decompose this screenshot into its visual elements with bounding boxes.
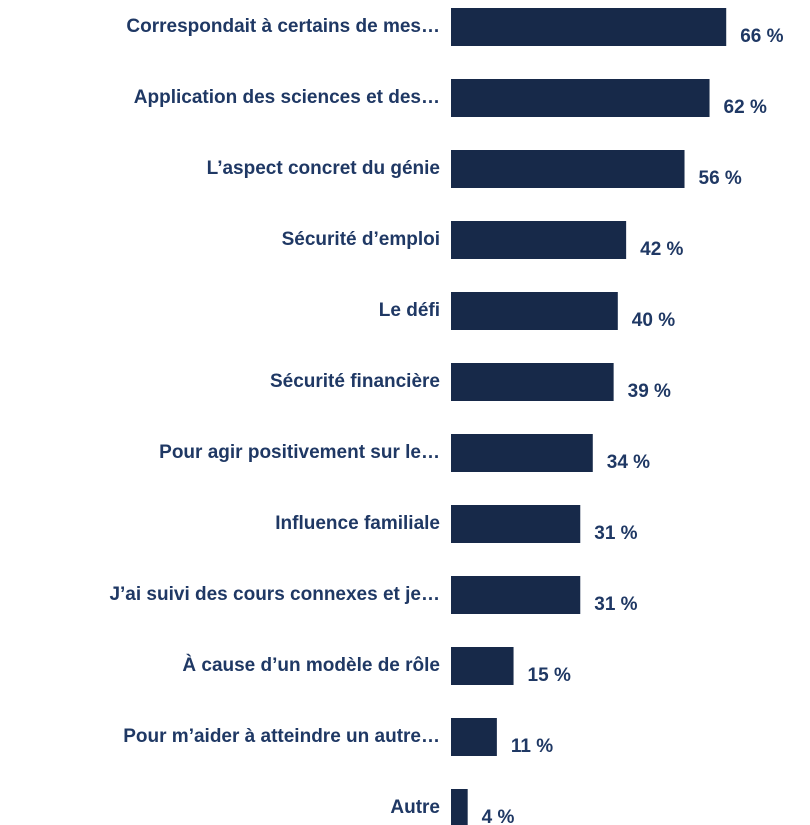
category-label: Sécurité financière	[270, 371, 440, 392]
category-label: Sécurité d’emploi	[282, 229, 440, 250]
category-label: Autre	[390, 797, 440, 818]
category-label: Application des sciences et des…	[134, 87, 440, 108]
bar	[451, 221, 627, 259]
bar	[451, 292, 618, 330]
category-label: À cause d’un modèle de rôle	[182, 654, 440, 676]
bar	[451, 150, 685, 188]
bar	[451, 789, 468, 825]
value-label: 66 %	[740, 26, 783, 47]
value-label: 31 %	[594, 523, 637, 544]
category-label: Influence familiale	[275, 513, 440, 534]
category-label: Correspondait à certains de mes…	[126, 16, 440, 37]
bar	[451, 79, 710, 117]
category-label: L’aspect concret du génie	[207, 158, 440, 179]
value-label: 4 %	[482, 807, 515, 825]
bar	[451, 434, 593, 472]
value-label: 39 %	[628, 381, 671, 402]
value-label: 11 %	[511, 736, 553, 757]
value-label: 40 %	[632, 310, 675, 331]
category-label: Pour agir positivement sur le…	[159, 442, 440, 463]
value-label: 42 %	[640, 239, 683, 260]
bar	[451, 647, 514, 685]
category-label: J’ai suivi des cours connexes et je…	[109, 584, 440, 605]
bar	[451, 718, 497, 756]
value-label: 31 %	[594, 594, 637, 615]
value-label: 34 %	[607, 452, 650, 473]
bar	[451, 505, 581, 543]
category-label: Le défi	[379, 300, 440, 321]
value-label: 56 %	[699, 168, 742, 189]
bar	[451, 576, 581, 614]
category-label: Pour m’aider à atteindre un autre…	[123, 726, 440, 747]
bar	[451, 8, 727, 46]
value-label: 62 %	[724, 97, 767, 118]
value-label: 15 %	[528, 665, 571, 686]
bar	[451, 363, 614, 401]
